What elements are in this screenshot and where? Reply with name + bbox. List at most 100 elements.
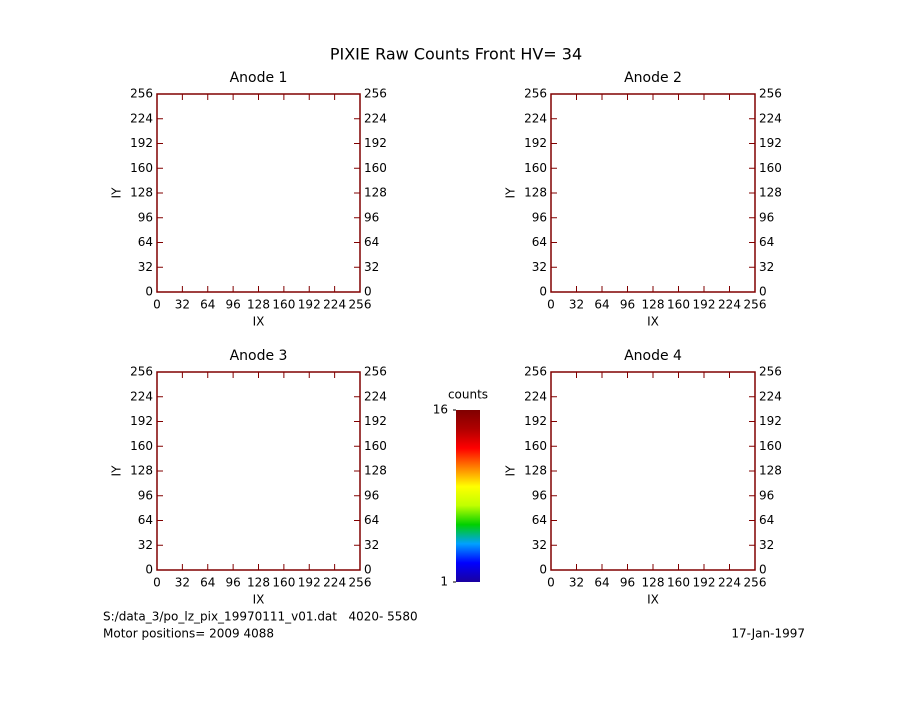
x-tick-label: 192 — [298, 298, 321, 312]
x-tick-label: 160 — [272, 576, 295, 590]
x-tick-label: 256 — [349, 298, 372, 312]
x-tick-label: 64 — [200, 576, 215, 590]
x-tick-label: 64 — [594, 576, 609, 590]
x-tick-label: 96 — [225, 576, 240, 590]
y-tick-label: 96 — [138, 488, 153, 502]
x-tick-label: 64 — [594, 298, 609, 312]
y-tick-label-right: 32 — [364, 260, 379, 274]
y-tick-label-right: 64 — [759, 513, 774, 527]
y-tick-label: 0 — [145, 285, 153, 299]
panel-title: Anode 4 — [624, 348, 682, 364]
x-tick-label: 0 — [153, 298, 161, 312]
x-tick-label: 192 — [298, 576, 321, 590]
y-tick-label: 160 — [130, 161, 153, 175]
y-tick-label: 0 — [539, 563, 547, 577]
colorbar-tick-label: 1 — [440, 575, 448, 589]
y-tick-label: 224 — [130, 389, 153, 403]
date-label: 17-Jan-1997 — [731, 627, 805, 641]
x-tick-label: 128 — [642, 576, 665, 590]
y-tick-label: 192 — [130, 414, 153, 428]
y-axis-label: IY — [110, 465, 124, 477]
x-tick-label: 128 — [642, 298, 665, 312]
y-tick-label-right: 224 — [759, 111, 782, 125]
x-tick-label: 256 — [349, 576, 372, 590]
y-tick-label: 224 — [524, 111, 547, 125]
x-tick-label: 256 — [744, 576, 767, 590]
x-tick-label: 256 — [744, 298, 767, 312]
y-tick-label-right: 160 — [759, 439, 782, 453]
x-tick-label: 96 — [225, 298, 240, 312]
x-tick-label: 192 — [693, 576, 716, 590]
x-tick-label: 224 — [718, 298, 741, 312]
y-tick-label: 256 — [130, 87, 153, 101]
y-tick-label-right: 128 — [364, 186, 387, 200]
y-tick-label: 64 — [532, 513, 547, 527]
y-tick-label-right: 224 — [759, 389, 782, 403]
y-tick-label: 256 — [524, 365, 547, 379]
x-tick-label: 224 — [323, 298, 346, 312]
y-tick-label-right: 256 — [364, 87, 387, 101]
y-tick-label-right: 96 — [364, 488, 379, 502]
panel-title: Anode 1 — [230, 70, 288, 86]
x-tick-label: 0 — [547, 576, 555, 590]
y-tick-label: 96 — [532, 210, 547, 224]
y-tick-label: 64 — [532, 235, 547, 249]
figure-title: PIXIE Raw Counts Front HV= 34 — [330, 45, 582, 64]
y-tick-label-right: 0 — [759, 563, 767, 577]
x-axis-label: IX — [647, 593, 659, 607]
y-tick-label: 96 — [138, 210, 153, 224]
y-tick-label: 64 — [138, 235, 153, 249]
y-tick-label-right: 32 — [759, 260, 774, 274]
x-tick-label: 0 — [547, 298, 555, 312]
x-tick-label: 96 — [620, 298, 635, 312]
y-axis-label: IY — [110, 187, 124, 199]
colorbar-label: counts — [448, 388, 488, 402]
x-axis-label: IX — [253, 593, 265, 607]
y-tick-label: 256 — [524, 87, 547, 101]
y-tick-label-right: 128 — [759, 464, 782, 478]
x-tick-label: 160 — [667, 298, 690, 312]
y-tick-label: 224 — [130, 111, 153, 125]
y-tick-label-right: 96 — [364, 210, 379, 224]
y-tick-label: 64 — [138, 513, 153, 527]
y-tick-label-right: 256 — [759, 365, 782, 379]
y-tick-label-right: 96 — [759, 210, 774, 224]
y-tick-label: 0 — [145, 563, 153, 577]
y-tick-label: 224 — [524, 389, 547, 403]
y-axis-label: IY — [504, 187, 518, 199]
y-tick-label-right: 256 — [364, 365, 387, 379]
y-axis-label: IY — [504, 465, 518, 477]
plot-frame — [550, 371, 756, 571]
panel-title: Anode 3 — [230, 348, 288, 364]
x-tick-label: 96 — [620, 576, 635, 590]
motor-label: Motor positions= 2009 4088 — [103, 627, 274, 641]
y-tick-label: 128 — [524, 464, 547, 478]
y-tick-label-right: 224 — [364, 111, 387, 125]
x-tick-label: 128 — [247, 298, 270, 312]
y-tick-label-right: 160 — [364, 439, 387, 453]
y-tick-label-right: 0 — [364, 285, 372, 299]
y-tick-label-right: 96 — [759, 488, 774, 502]
x-tick-label: 160 — [667, 576, 690, 590]
y-tick-label-right: 160 — [759, 161, 782, 175]
y-tick-label-right: 32 — [364, 538, 379, 552]
y-tick-label-right: 128 — [759, 186, 782, 200]
y-tick-label-right: 32 — [759, 538, 774, 552]
plot-frame — [156, 371, 361, 571]
y-tick-label-right: 192 — [364, 414, 387, 428]
y-tick-label-right: 160 — [364, 161, 387, 175]
x-tick-label: 128 — [247, 576, 270, 590]
y-tick-label-right: 128 — [364, 464, 387, 478]
colorbar — [456, 410, 480, 582]
x-tick-label: 64 — [200, 298, 215, 312]
y-tick-label-right: 64 — [759, 235, 774, 249]
panel-title: Anode 2 — [624, 70, 682, 86]
y-tick-label: 192 — [524, 136, 547, 150]
y-tick-label: 128 — [524, 186, 547, 200]
y-tick-label: 128 — [130, 186, 153, 200]
x-tick-label: 32 — [175, 576, 190, 590]
y-tick-label: 32 — [138, 260, 153, 274]
y-tick-label-right: 0 — [364, 563, 372, 577]
y-tick-label: 32 — [532, 260, 547, 274]
x-tick-label: 192 — [693, 298, 716, 312]
